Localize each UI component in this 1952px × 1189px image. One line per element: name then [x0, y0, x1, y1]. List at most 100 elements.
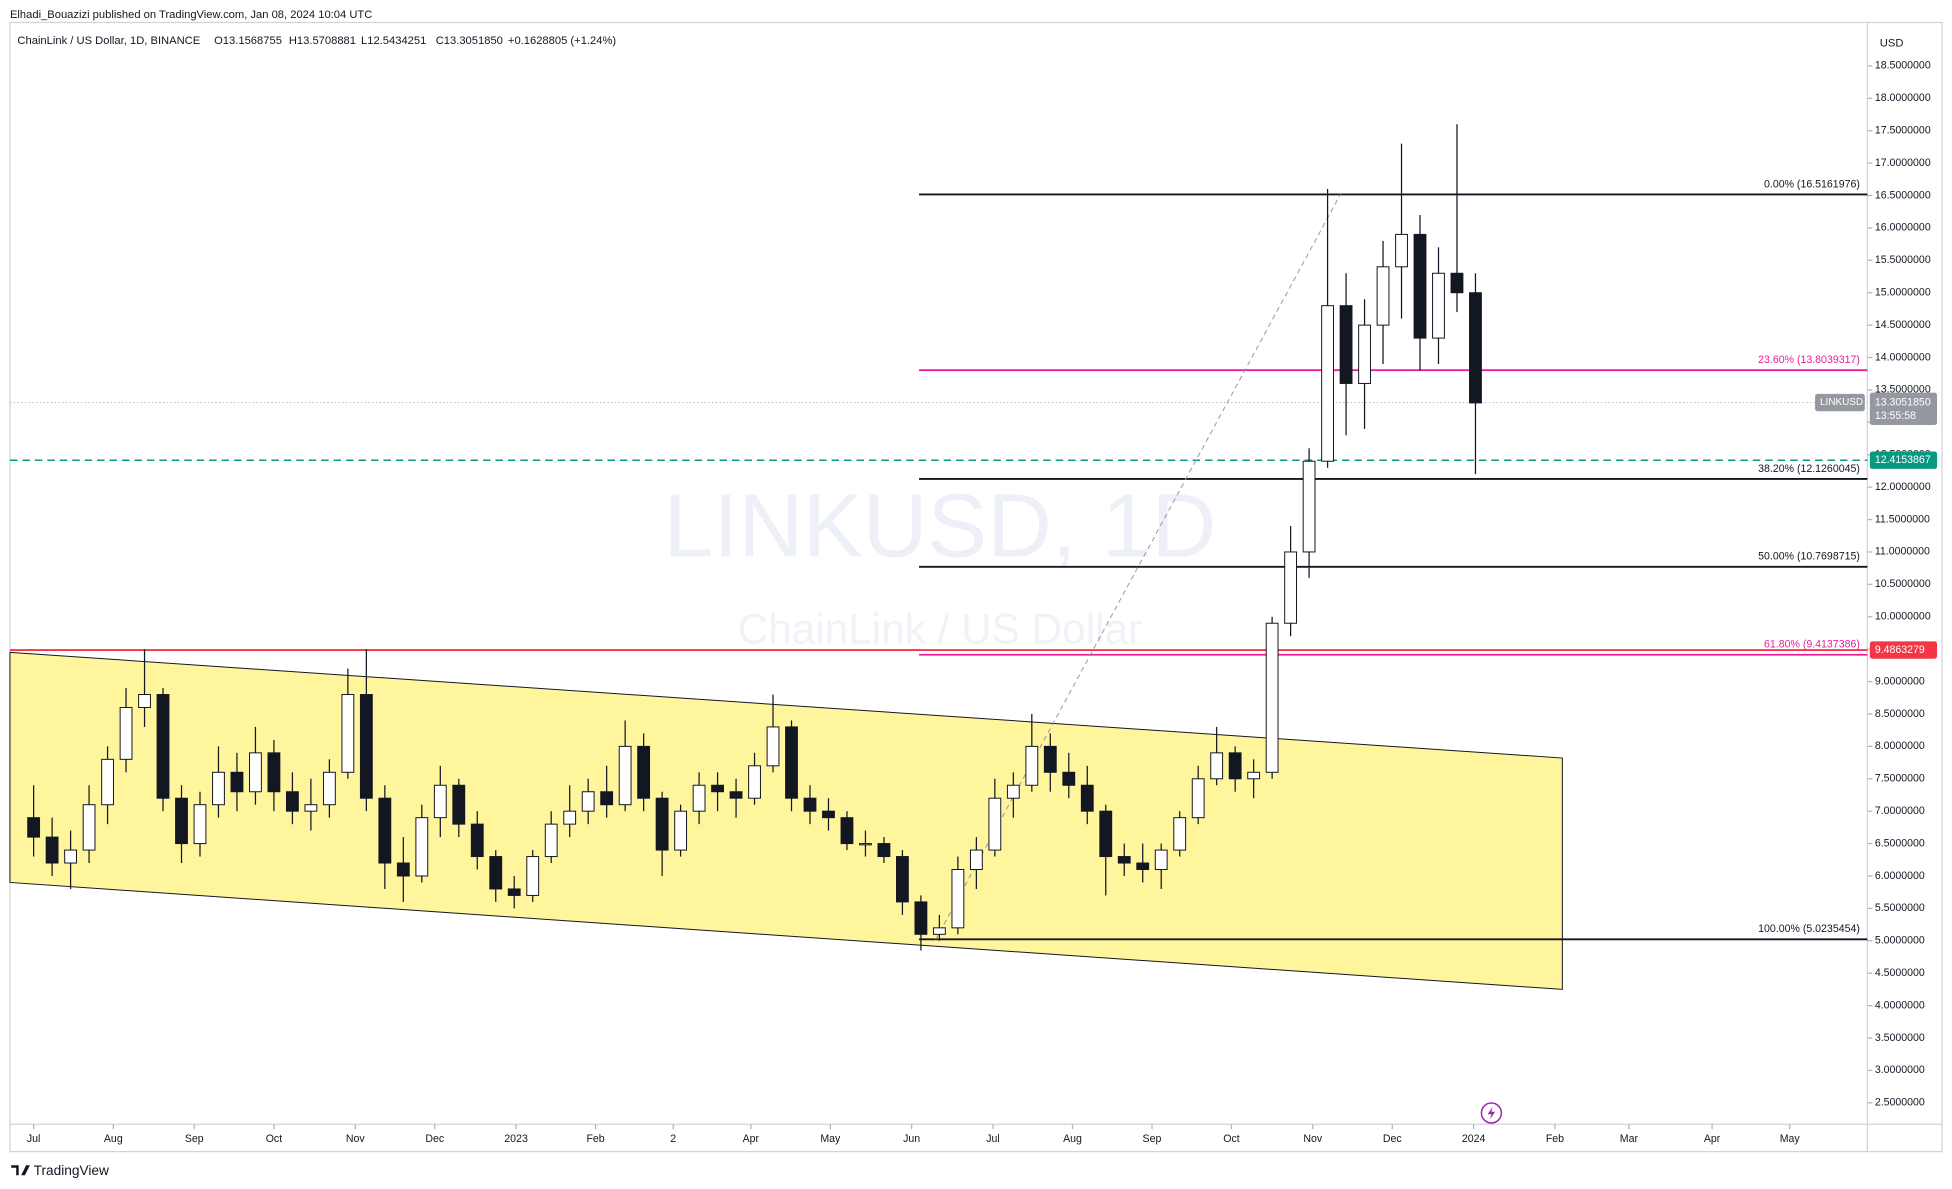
x-tick-label: Apr [1704, 1133, 1721, 1145]
y-tick-label: 14.5000000 [1875, 319, 1931, 331]
x-tick-label: 2024 [1462, 1133, 1486, 1145]
resistance-box-label: 9.4863279 [1875, 644, 1925, 656]
candle-body [304, 804, 318, 812]
candle-body [932, 927, 946, 935]
publisher-line: Elhadi_Bouazizi published on TradingView… [10, 9, 372, 21]
x-tick-label: Oct [266, 1133, 283, 1145]
trend-line [935, 193, 1341, 940]
y-tick-label: 3.5000000 [1875, 1032, 1925, 1044]
y-tick-label: 6.0000000 [1875, 870, 1925, 882]
x-tick-label: May [820, 1133, 841, 1145]
candle-body [544, 823, 558, 858]
symbol-tag [1815, 393, 1865, 412]
y-tick-label: 17.5000000 [1875, 124, 1931, 136]
y-tick-label: 7.0000000 [1875, 805, 1925, 817]
candle-body [822, 810, 835, 819]
y-tick-label: 15.5000000 [1875, 254, 1931, 266]
x-tick-label: Nov [346, 1133, 366, 1145]
x-tick-label: Jul [986, 1133, 1000, 1145]
candle-body [119, 706, 133, 760]
fib-label: 0.00% (16.5161976) [1764, 178, 1860, 190]
candle-body [859, 843, 872, 846]
y-tick-label: 11.0000000 [1875, 546, 1930, 558]
candle-body [82, 804, 96, 851]
candle-body [896, 856, 909, 903]
candle-body [1191, 778, 1205, 819]
ohlc-value: L12.5434251 [361, 35, 426, 47]
y-tick-label: 2.5000000 [1875, 1097, 1925, 1109]
fib-label: 38.20% (12.1260045) [1758, 463, 1860, 475]
candle-body [433, 784, 447, 819]
watermark-name: ChainLink / US Dollar [738, 606, 1143, 653]
candle-body [396, 862, 410, 877]
candle-body [692, 784, 706, 812]
y-tick-label: 3.0000000 [1875, 1064, 1925, 1076]
candle-body [1376, 266, 1390, 326]
y-tick-label: 4.5000000 [1875, 967, 1925, 979]
candle-body [1265, 622, 1279, 773]
symbol-tag-label: LINKUSD [1820, 397, 1863, 408]
candle-body [1043, 745, 1057, 773]
candle-body [1173, 817, 1187, 851]
candle-body [322, 771, 336, 806]
candle-body [27, 817, 41, 838]
x-tick-label: Jun [903, 1133, 920, 1145]
y-tick-label: 18.5000000 [1875, 60, 1931, 72]
y-tick-label: 15.0000000 [1875, 287, 1931, 299]
plot: LINKUSD, 1D ChainLink / US Dollar ChainLin… [9, 35, 1938, 1145]
x-tick-label: May [1780, 1133, 1801, 1145]
y-tick-label: 9.0000000 [1875, 675, 1925, 687]
candle-body [470, 823, 484, 858]
fib-label: 50.00% (10.7698715) [1758, 551, 1860, 563]
candle-body [674, 810, 688, 851]
y-tick-label: 5.5000000 [1875, 902, 1925, 914]
y-tick-label: 10.0000000 [1875, 611, 1931, 623]
candle-body [378, 797, 392, 864]
candle-body [951, 869, 965, 929]
y-tick-label: 16.0000000 [1875, 222, 1931, 234]
fib-label: 61.80% (9.4137386) [1764, 639, 1860, 651]
candle-body [1413, 233, 1427, 339]
y-tick-label: 10.5000000 [1875, 578, 1931, 590]
candle-body [175, 797, 188, 845]
logo-icon [11, 1165, 30, 1176]
x-tick-label: Feb [586, 1133, 604, 1145]
lightning-icon[interactable] [1480, 1102, 1503, 1124]
candle-body [1358, 324, 1371, 384]
support-box [1869, 451, 1938, 469]
candle-body [1395, 233, 1408, 268]
fib-label: 23.60% (13.8039317) [1758, 354, 1860, 366]
x-tick-label: Feb [1546, 1133, 1564, 1145]
candle-body [249, 752, 262, 793]
candle-body [581, 791, 595, 812]
candle-body [526, 856, 540, 896]
candle-body [285, 791, 299, 812]
candle-body [711, 784, 724, 793]
y-tick-label: 14.0000000 [1875, 351, 1931, 363]
x-tick-label: Oct [1223, 1133, 1240, 1145]
fib-label: 100.00% (5.0235454) [1758, 923, 1860, 935]
candle-body [1099, 810, 1113, 858]
candle-body [193, 804, 207, 845]
candle-body [729, 791, 743, 799]
candle-body [1080, 784, 1094, 812]
candle-body [1228, 752, 1242, 780]
candle-body [1136, 862, 1150, 871]
candle-body [452, 784, 466, 825]
candle-body [489, 856, 503, 890]
countdown-label: 13:55:58 [1875, 410, 1916, 422]
candle-body [1432, 272, 1445, 339]
candle-body [45, 836, 59, 864]
candle-body [101, 758, 114, 806]
candle-body [267, 752, 281, 793]
x-tick-label: Dec [425, 1133, 445, 1145]
candle-body [359, 694, 373, 799]
channel-fill [9, 651, 1563, 990]
candle-body [1154, 849, 1168, 871]
candle-body [877, 843, 891, 858]
candle-body [748, 765, 761, 799]
y-tick-label: 6.5000000 [1875, 837, 1925, 849]
symbol-line: ChainLink / US Dollar, 1D, BINANCE [17, 35, 200, 47]
candle-body [618, 745, 632, 806]
